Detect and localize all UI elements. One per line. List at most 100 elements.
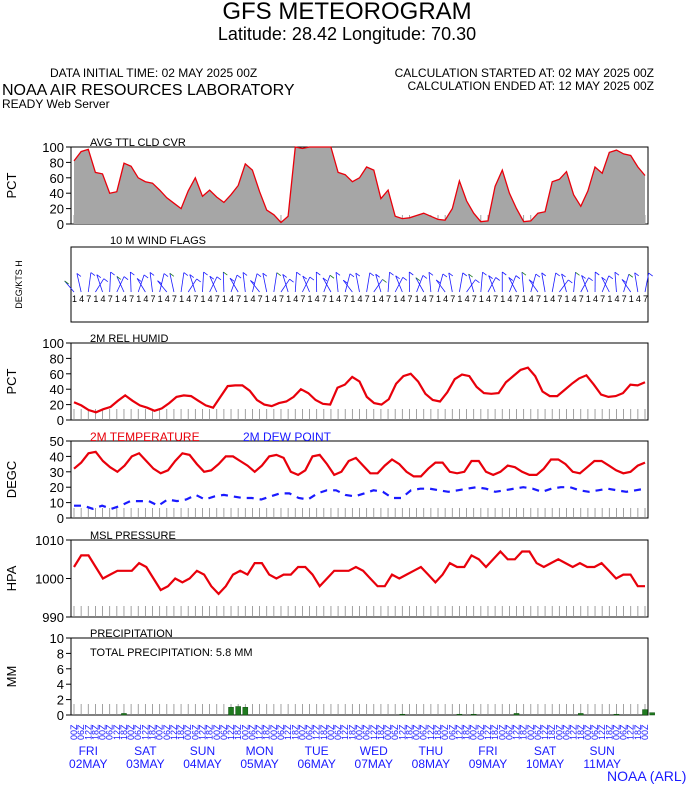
y-tick-label: 30 xyxy=(50,465,64,480)
hour-label: 06Z xyxy=(504,724,514,740)
hour-label: 12Z xyxy=(83,724,93,740)
wind-speed-label: 1 xyxy=(136,294,141,304)
day-date: 06MAY xyxy=(297,757,335,771)
day-of-week: SAT xyxy=(534,744,557,758)
panel-frame xyxy=(70,539,649,618)
hour-label: 06Z xyxy=(447,724,457,740)
wind-speed-label: 7 xyxy=(536,294,541,304)
wind-speed-label: 1 xyxy=(457,294,462,304)
wind-speed-label: 4 xyxy=(636,294,641,304)
wind-speed-label: 4 xyxy=(550,294,555,304)
wind-barb xyxy=(262,272,268,277)
wind-speed-label: 4 xyxy=(379,294,384,304)
wind-barb xyxy=(250,280,255,284)
wind-speed-label: 4 xyxy=(229,294,234,304)
wind-barb xyxy=(480,272,483,293)
y-axis-label: PCT xyxy=(4,172,19,198)
wind-barb xyxy=(502,271,507,276)
y-tick-label: 0 xyxy=(57,511,64,526)
hour-label: 12Z xyxy=(255,724,265,740)
wind-barb xyxy=(349,273,355,278)
wind-barb xyxy=(409,271,414,276)
wind-speed-label: 1 xyxy=(522,294,527,304)
hour-label: 00Z xyxy=(355,724,365,740)
wind-speed-label: 4 xyxy=(250,294,255,304)
hour-label: 18Z xyxy=(319,724,329,740)
wind-barb xyxy=(130,271,135,276)
wind-barb xyxy=(648,272,653,277)
wind-barb xyxy=(189,274,196,293)
wind-barb xyxy=(116,276,125,293)
wind-speed-label: 4 xyxy=(422,294,427,304)
wind-barb xyxy=(223,271,228,276)
wind-barb xyxy=(273,272,278,293)
hour-label: 12Z xyxy=(169,724,179,740)
wind-barb xyxy=(448,272,454,277)
wind-barb xyxy=(366,272,371,293)
wind-barb xyxy=(355,272,361,277)
hour-label: 18Z xyxy=(290,724,300,740)
wind-barb xyxy=(468,273,475,293)
wind-speed-label: 7 xyxy=(557,294,562,304)
wind-barb xyxy=(302,275,310,293)
wind-barb xyxy=(415,277,425,293)
wind-barb xyxy=(628,273,634,278)
wind-barb xyxy=(355,273,360,293)
hour-label: 18Z xyxy=(633,724,643,740)
y-tick-label: 2 xyxy=(57,693,64,708)
wind-barb xyxy=(242,272,248,276)
wind-barb xyxy=(229,277,235,282)
wind-barb xyxy=(109,272,112,293)
wind-barb xyxy=(395,275,403,293)
wind-speed-label: 4 xyxy=(614,294,619,304)
wind-barb xyxy=(369,272,375,277)
temperature-line xyxy=(73,450,646,478)
wind-speed-label: 7 xyxy=(643,294,648,304)
wind-barb xyxy=(180,272,185,293)
credit-label: NOAA (ARL) xyxy=(607,768,687,784)
wind-barb xyxy=(123,276,129,280)
wind-speed-label: 7 xyxy=(193,294,198,304)
wind-barb xyxy=(428,271,434,276)
panel-title: PRECIPITATION xyxy=(90,628,173,640)
wind-speed-label: 7 xyxy=(579,294,584,304)
panel-title: MSL PRESSURE xyxy=(90,530,176,542)
wind-barb xyxy=(103,278,109,282)
wind-barb xyxy=(382,279,387,283)
wind-barb xyxy=(76,273,82,277)
wind-barb xyxy=(149,272,155,276)
y-tick-label: 80 xyxy=(50,155,64,170)
hour-label: 18Z xyxy=(462,724,472,740)
hour-label: 00Z xyxy=(269,724,279,740)
wind-barb xyxy=(157,280,168,293)
wind-barb xyxy=(189,274,195,278)
wind-barb xyxy=(422,275,428,279)
y-tick-label: 60 xyxy=(50,171,64,186)
data-initial-time: DATA INITIAL TIME: 02 MAY 2025 00Z xyxy=(50,66,258,80)
wind-speed-label: 7 xyxy=(129,294,134,304)
wind-speed-label: 7 xyxy=(622,294,627,304)
pressure-line xyxy=(73,549,645,596)
wind-speed-label: 7 xyxy=(151,294,156,304)
day-date: 09MAY xyxy=(469,757,507,771)
hour-label: 06Z xyxy=(305,724,315,740)
hour-label: 18Z xyxy=(404,724,414,740)
wind-barb xyxy=(509,275,517,293)
wind-barb xyxy=(435,279,446,293)
panel-title: 10 M WIND FLAGS xyxy=(110,235,206,247)
location-subtitle: Latitude: 28.42 Longitude: 70.30 xyxy=(217,24,477,44)
wind-barb xyxy=(64,280,69,285)
precip-bar xyxy=(578,713,584,716)
wind-speed-label: 1 xyxy=(372,294,377,304)
hour-label: 00Z xyxy=(440,724,450,740)
y-tick-label: 4 xyxy=(57,677,64,692)
wind-speed-label: 4 xyxy=(486,294,491,304)
wind-speed-label: 7 xyxy=(279,294,284,304)
wind-barb xyxy=(528,279,534,283)
wind-speed-label: 7 xyxy=(86,294,91,304)
wind-speed-label: 1 xyxy=(243,294,248,304)
hour-label: 12Z xyxy=(140,724,150,740)
y-tick-label: 0 xyxy=(57,413,64,428)
wind-barb xyxy=(309,276,315,281)
